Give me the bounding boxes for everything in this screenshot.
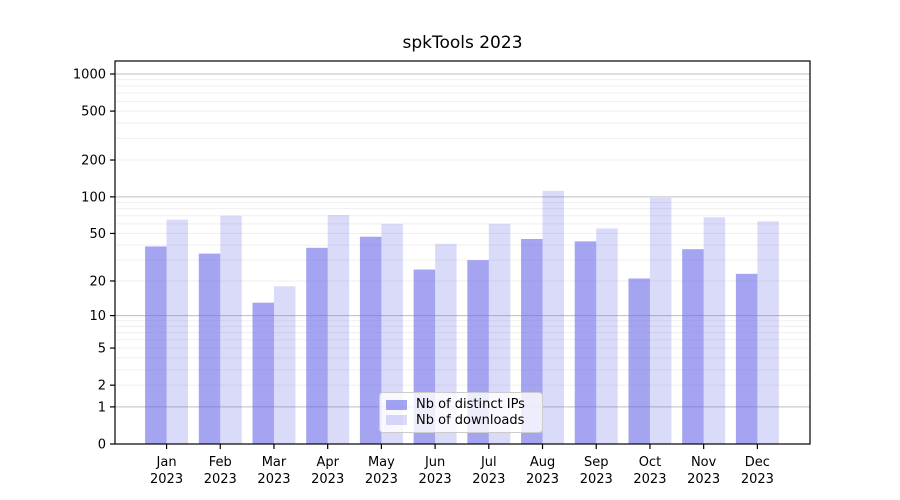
bar-distinct-ips-apr: [306, 247, 328, 444]
y-tick-label: 20: [89, 274, 106, 289]
bar-downloads-nov: [703, 217, 726, 444]
bar-distinct-ips-may: [359, 236, 382, 444]
y-tick-label: 1000: [73, 68, 106, 83]
x-tick-label-month: Jul: [480, 455, 497, 470]
x-tick-label-year: 2023: [150, 472, 183, 487]
x-tick-label-month: Apr: [316, 455, 339, 470]
x-tick-label-year: 2023: [472, 472, 505, 487]
bar-downloads-jul: [488, 223, 511, 444]
y-tick-label: 5: [98, 342, 106, 357]
legend-label-distinct-ips: Nb of distinct IPs: [416, 397, 525, 413]
x-tick-label-month: Oct: [639, 455, 661, 470]
x-tick-label-month: Mar: [262, 455, 287, 470]
bar-downloads-feb: [220, 215, 242, 444]
bar-downloads-apr: [327, 214, 350, 444]
bar-downloads-mar: [273, 286, 296, 444]
y-tick-label: 200: [81, 154, 106, 169]
x-tick-label-month: Feb: [209, 455, 232, 470]
x-tick-label-year: 2023: [419, 472, 452, 487]
plot-border: [114, 60, 811, 445]
bar-distinct-ips-oct: [628, 278, 650, 444]
x-tick-label-year: 2023: [741, 472, 774, 487]
x-tick-label-year: 2023: [580, 472, 613, 487]
bar-downloads-jan: [166, 219, 189, 444]
y-tick-label: 500: [81, 105, 106, 120]
bar-distinct-ips-jan: [145, 246, 167, 444]
x-tick-label-year: 2023: [257, 472, 290, 487]
bar-downloads-dec: [757, 221, 779, 444]
y-tick-label: 10: [89, 309, 106, 324]
legend-item-downloads: Nb of downloads: [386, 413, 534, 428]
legend-item-distinct-ips: Nb of distinct IPs: [386, 397, 534, 412]
bar-distinct-ips-sep: [574, 241, 597, 444]
chart-title: spkTools 2023: [402, 33, 523, 53]
y-tick-label: 100: [81, 190, 106, 205]
x-tick-label-month: Nov: [691, 455, 717, 470]
x-tick-label-month: Dec: [745, 455, 770, 470]
y-tick-label: 50: [89, 227, 106, 242]
x-tick-label-year: 2023: [204, 472, 237, 487]
legend-swatch-distinct-ips-icon: [386, 399, 407, 410]
y-tick-label: 0: [98, 438, 106, 453]
bar-distinct-ips-dec: [735, 273, 758, 444]
y-tick-label: 1: [98, 400, 106, 415]
x-tick-label-year: 2023: [311, 472, 344, 487]
x-tick-label-month: Aug: [530, 455, 555, 470]
x-tick-label-month: May: [368, 455, 395, 470]
x-tick-label-year: 2023: [365, 472, 398, 487]
bar-distinct-ips-mar: [252, 302, 274, 444]
x-tick-label-year: 2023: [526, 472, 559, 487]
x-tick-label-month: Sep: [584, 455, 609, 470]
x-tick-label-month: Jan: [156, 455, 177, 470]
bar-downloads-sep: [596, 228, 618, 444]
bar-downloads-may: [381, 223, 403, 444]
y-tick-label: 2: [98, 379, 106, 394]
bar-downloads-oct: [649, 197, 672, 444]
bar-distinct-ips-nov: [682, 249, 704, 444]
legend-label-downloads: Nb of downloads: [416, 412, 525, 428]
x-tick-label-year: 2023: [633, 472, 666, 487]
legend: Nb of distinct IPs Nb of downloads: [379, 392, 543, 433]
legend-swatch-downloads-icon: [386, 415, 407, 426]
bar-distinct-ips-feb: [198, 253, 221, 444]
x-tick-label-month: Jun: [424, 455, 445, 470]
x-tick-label-year: 2023: [687, 472, 720, 487]
bar-downloads-aug: [542, 190, 565, 444]
